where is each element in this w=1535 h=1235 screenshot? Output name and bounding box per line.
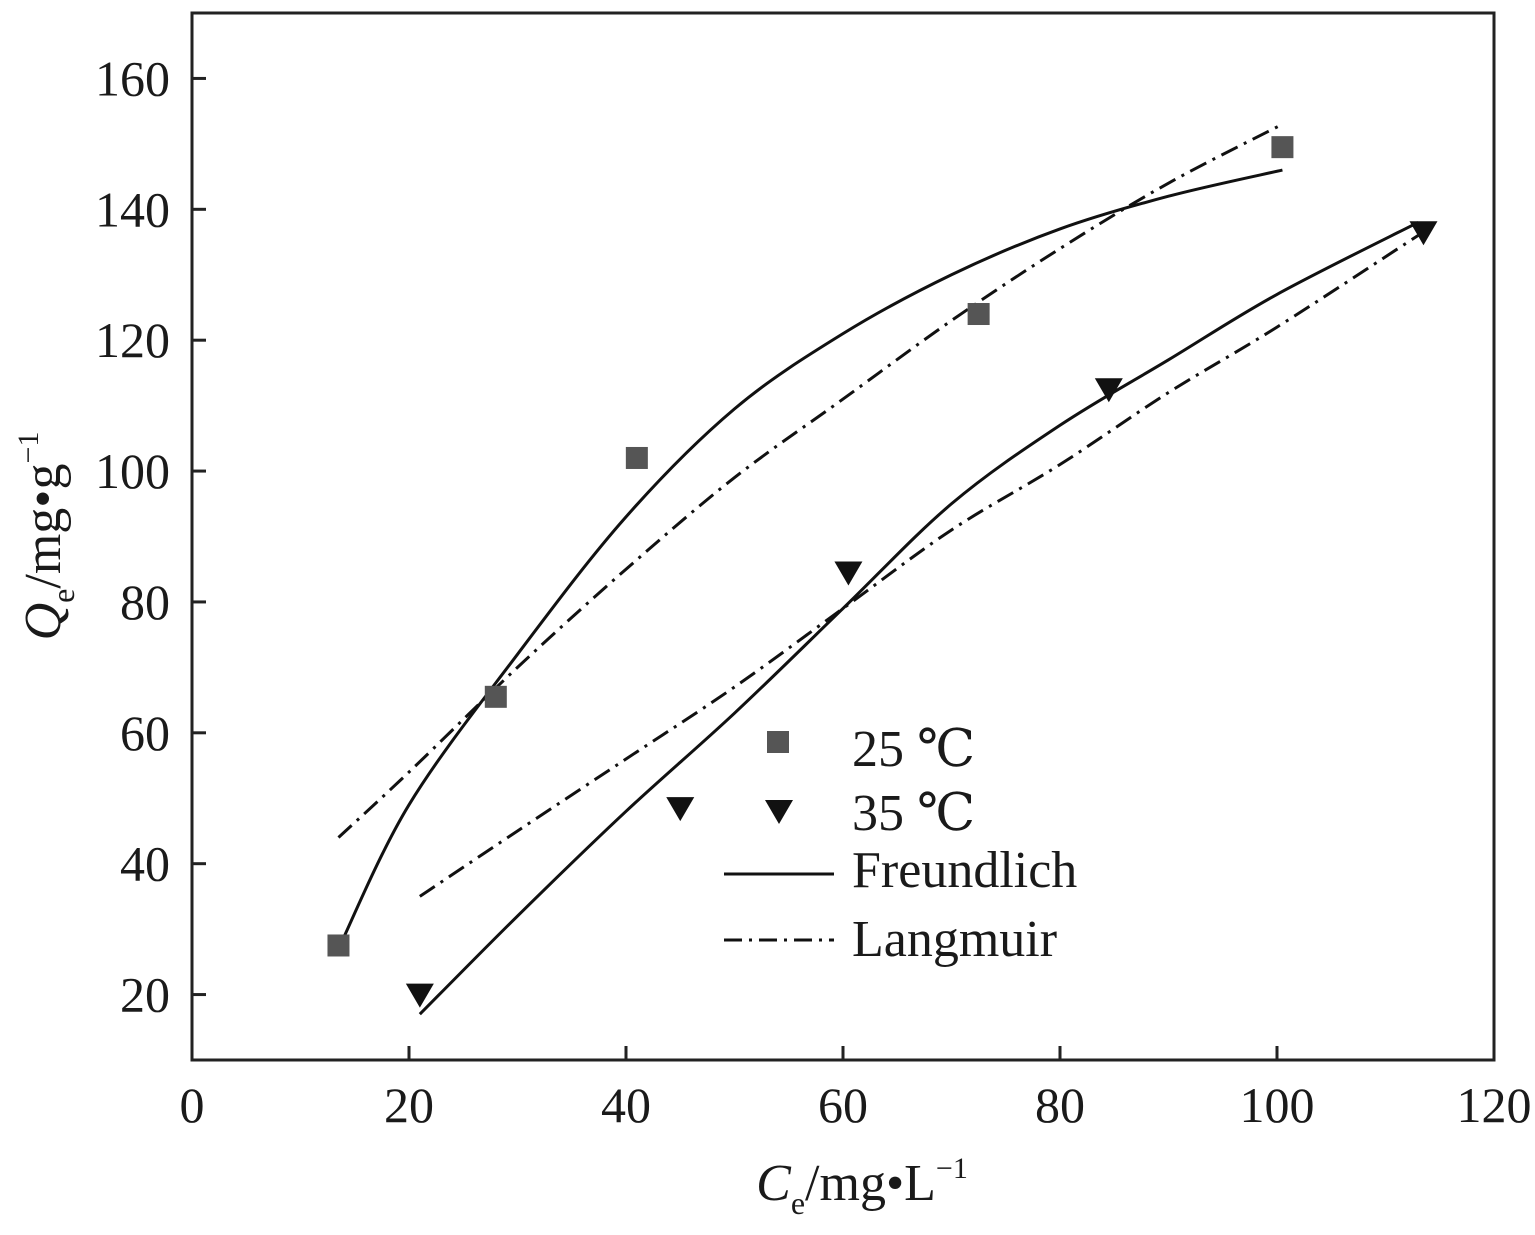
legend-item-25c: 25 ℃: [767, 721, 975, 778]
y-tick-label: 40: [120, 836, 170, 892]
freundlich-fit-line: [337, 168, 1283, 950]
point-25c: [1271, 136, 1294, 159]
y-tick-label: 20: [120, 967, 170, 1023]
langmuir-fit-line: [337, 122, 1284, 839]
legend-item-langmuir: Langmuir: [724, 911, 1057, 968]
legend-label-freundlich: Freundlich: [852, 842, 1077, 899]
langmuir-fit-line: [419, 234, 1419, 898]
point-35c: [666, 797, 695, 822]
x-axis-title: Ce/mg•L−1: [756, 1152, 968, 1221]
x-tick-label: 80: [1035, 1077, 1085, 1133]
point-25c: [484, 685, 507, 708]
x-tick-label: 60: [818, 1077, 868, 1133]
fit-lines: [337, 122, 1419, 1016]
plot-area: [190, 11, 1496, 1062]
freundlich-fit-line: [418, 221, 1419, 1016]
point-35c: [1409, 221, 1438, 246]
y-tick-label: 100: [95, 443, 170, 499]
legend-square-marker: [767, 731, 789, 753]
point-35c: [834, 561, 863, 586]
legend-label-25c: 25 ℃: [852, 721, 975, 778]
legend: 25 ℃ 35 ℃ Freundlich Langmuir: [724, 721, 1077, 968]
y-tick-label: 140: [95, 181, 170, 237]
y-axis-ticks: 20 40 60 80 100 120 140 160: [95, 50, 206, 1023]
point-25c: [327, 934, 350, 957]
y-tick-label: 160: [95, 50, 170, 106]
legend-item-freundlich: Freundlich: [724, 842, 1077, 899]
x-axis-ticks: 0 20 40 60 80 100 120: [180, 1046, 1532, 1133]
y-tick-label: 80: [120, 574, 170, 630]
y-tick-label: 60: [120, 705, 170, 761]
plot-frame: [190, 11, 1496, 1062]
point-35c: [1094, 378, 1123, 403]
x-tick-label: 120: [1457, 1077, 1532, 1133]
x-tick-label: 40: [601, 1077, 651, 1133]
x-tick-label: 0: [180, 1077, 205, 1133]
legend-triangle-marker: [765, 800, 793, 824]
x-tick-label: 100: [1240, 1077, 1315, 1133]
legend-label-langmuir: Langmuir: [852, 911, 1057, 968]
legend-item-35c: 35 ℃: [765, 785, 975, 842]
y-axis-title: Qe/mg•g−1: [12, 432, 81, 641]
point-25c: [967, 303, 990, 326]
y-tick-label: 120: [95, 312, 170, 368]
point-25c: [625, 446, 648, 469]
point-35c: [405, 983, 434, 1008]
data-markers: [327, 136, 1438, 1008]
x-tick-label: 20: [384, 1077, 434, 1133]
legend-label-35c: 35 ℃: [852, 785, 975, 842]
